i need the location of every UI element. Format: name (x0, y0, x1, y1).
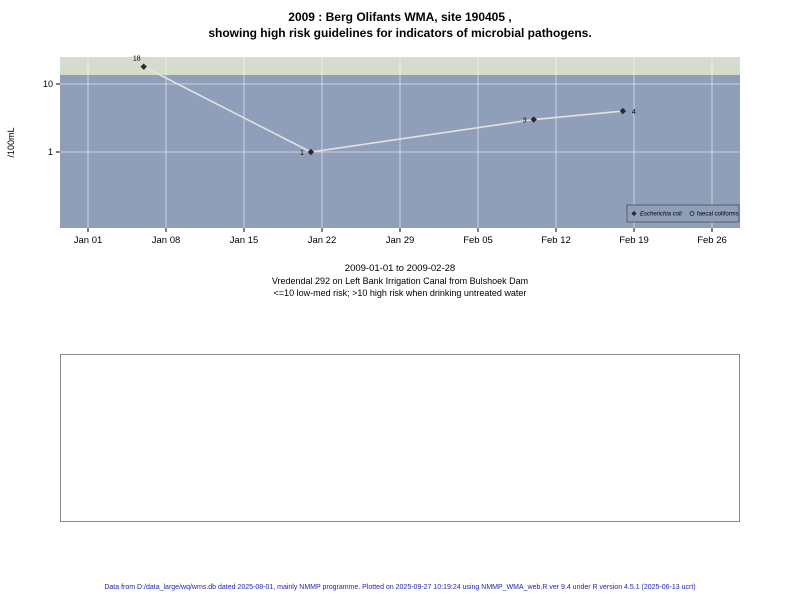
legend-ecoli-marker (631, 210, 637, 217)
chart-title-line2: showing high risk guidelines for indicat… (208, 26, 592, 40)
data-point-marker (530, 116, 537, 123)
data-point-label: 4 (632, 109, 636, 116)
data-point-marker (140, 63, 147, 70)
data-point-marker (619, 107, 627, 115)
x-axis-tick-label: Jan 08 (152, 235, 181, 246)
x-axis-tick-label: Feb 26 (697, 235, 727, 246)
chart-title-line1: 2009 : Berg Olifants WMA, site 190405 , (288, 10, 512, 24)
data-point-label: 1 (300, 150, 304, 157)
chart-caption: 2009-01-01 to 2009-02-28 Vredendal 292 o… (0, 262, 800, 299)
chart-svg: 18 1 3 4 Jan 01 Jan 08 Jan 15 Jan 22 Jan 29 Feb 0… (6, 56, 740, 246)
data-point-marker (307, 148, 315, 156)
x-axis-tick-label: Jan 29 (386, 235, 415, 246)
legend-box (626, 204, 740, 223)
empty-panel (60, 354, 740, 522)
data-point-label: 18 (133, 56, 141, 63)
x-axis-tick-label: Jan 15 (230, 235, 259, 246)
legend-faecal-coliforms-marker (689, 211, 695, 216)
x-axis-tick-label: Feb 12 (541, 235, 571, 246)
caption-site-description: Vredendal 292 on Left Bank Irrigation Ca… (271, 276, 529, 286)
footer-provenance: Data from D:/data_large/wq/wms.db dated … (104, 584, 696, 591)
y-axis-tick-label: 10 (43, 79, 53, 89)
legend-faecal-coliforms-label: faecal coliforms (697, 212, 739, 218)
x-axis-tick-label: Feb 19 (619, 235, 649, 246)
x-axis-tick-label: Jan 01 (74, 235, 103, 246)
x-axis-tick-label: Feb 05 (463, 235, 493, 246)
x-axis-tick-label: Jan 22 (308, 235, 337, 246)
caption-date-range: 2009-01-01 to 2009-02-28 (344, 263, 456, 274)
ecoli-series-line (143, 65, 623, 153)
microbial-risk-chart: 18 1 3 4 Jan 01 Jan 08 Jan 15 Jan 22 Jan 29 Feb 0… (0, 0, 800, 250)
legend-ecoli-label: Escherichia coli (640, 212, 682, 218)
y-axis-tick-label: 1 (48, 147, 53, 157)
caption-risk-guideline: <=10 low-med risk; >10 high risk when dr… (273, 288, 527, 298)
chart-title: 2009 : Berg Olifants WMA, site 190405 , … (0, 9, 800, 41)
data-point-label: 3 (523, 118, 527, 125)
y-axis-label: /100mL (6, 127, 16, 157)
